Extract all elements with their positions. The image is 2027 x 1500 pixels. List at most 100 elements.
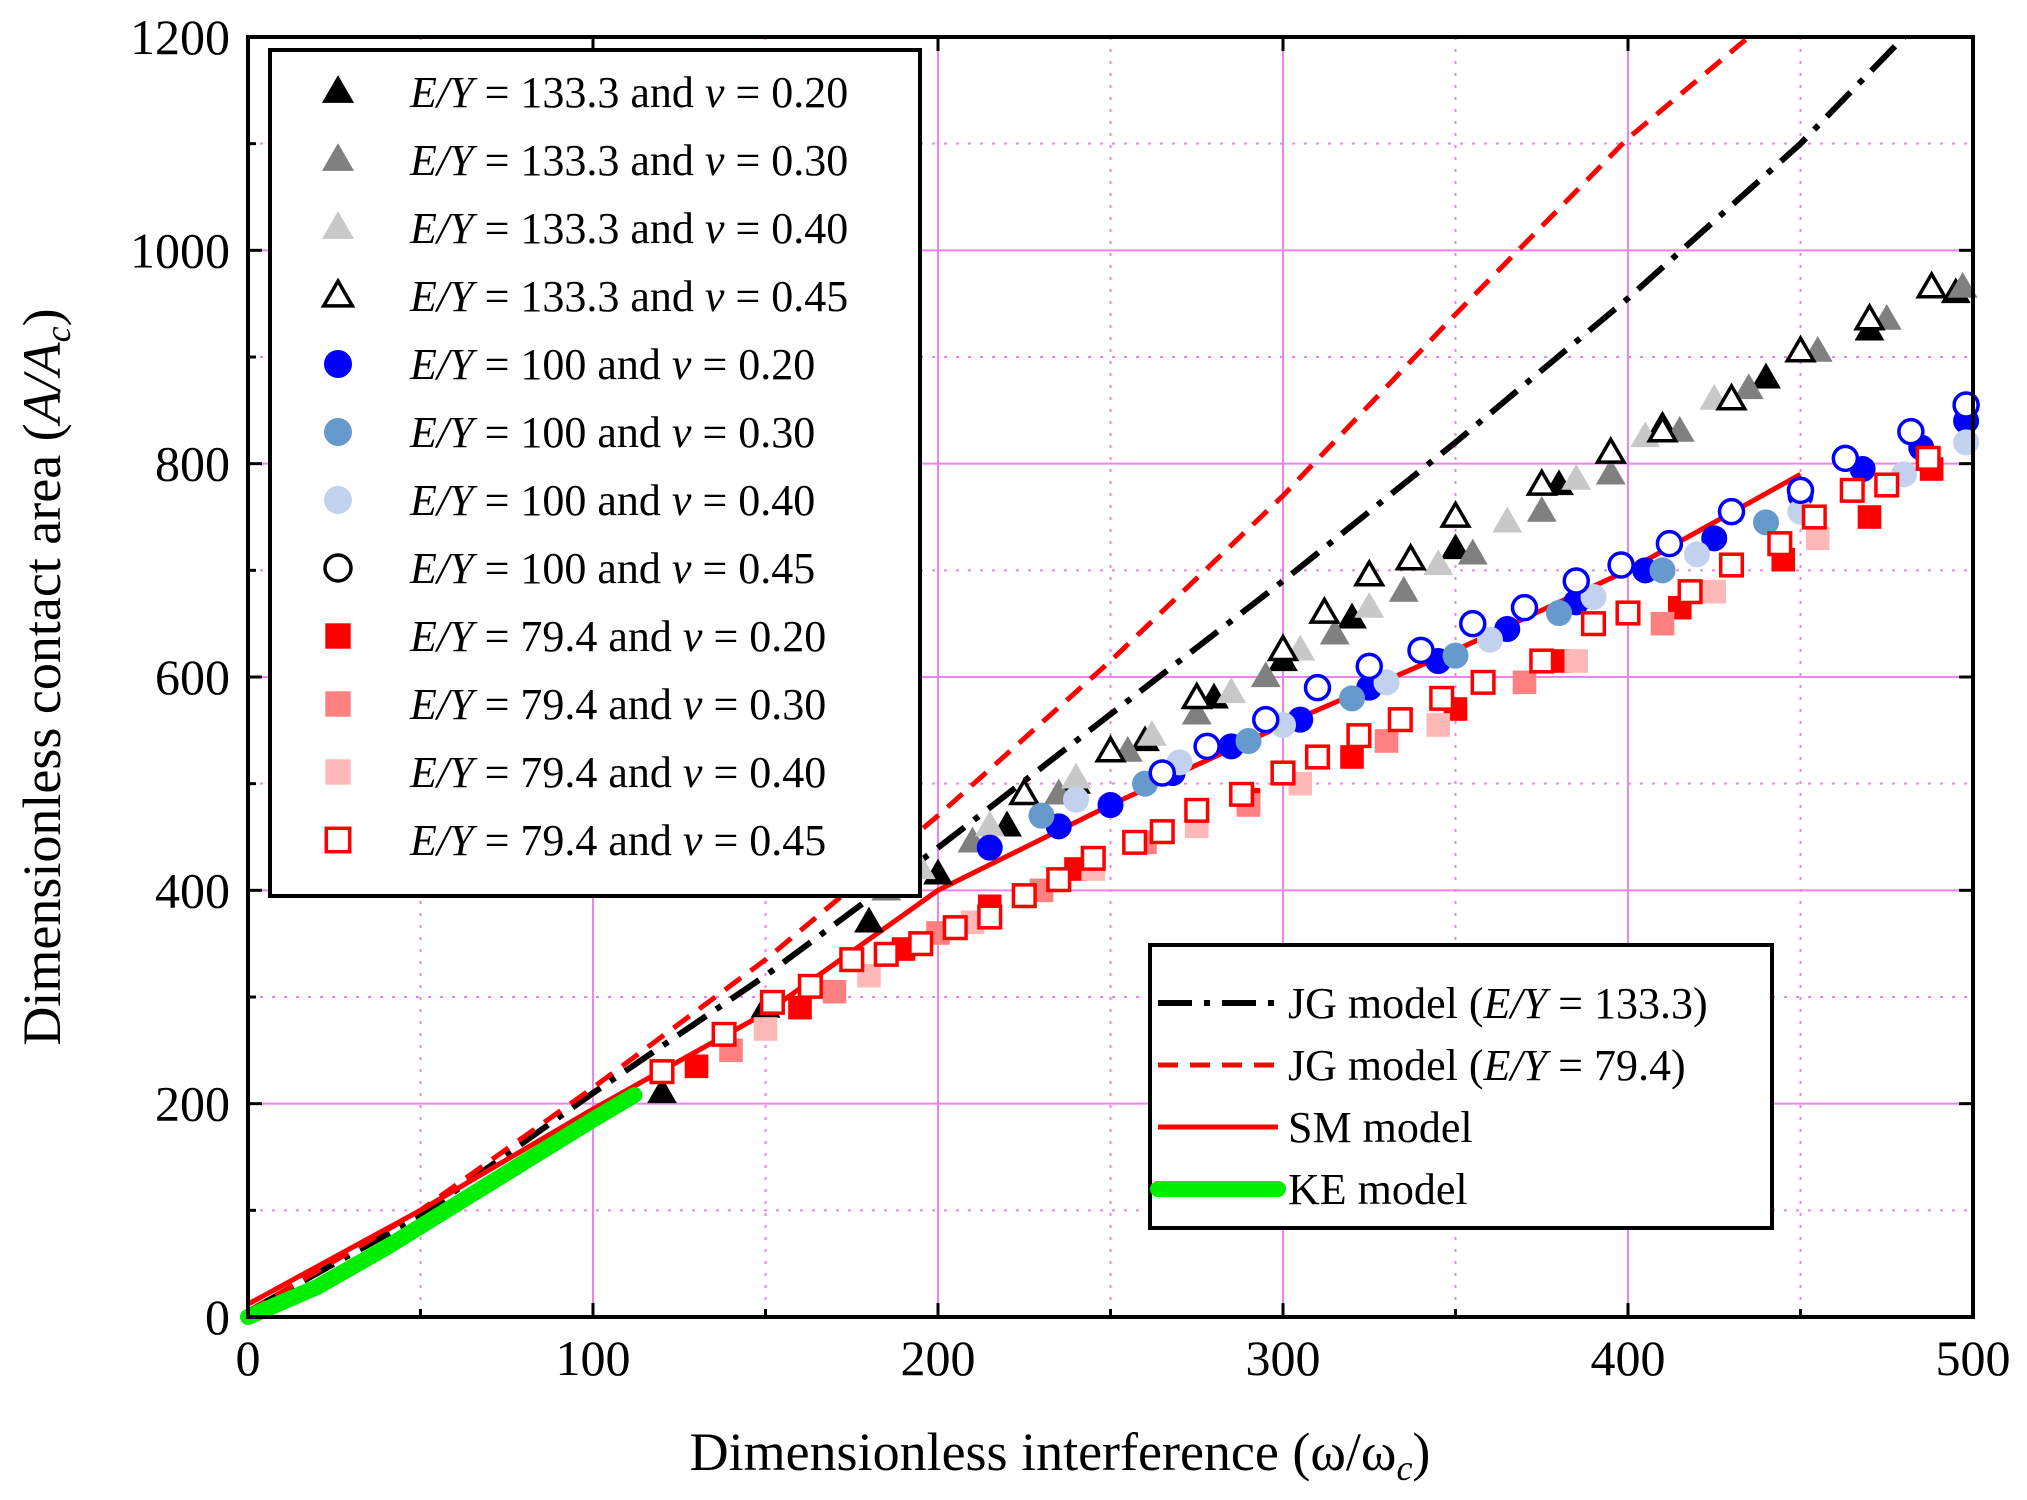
- legend-label-part: E/Y: [409, 340, 478, 389]
- data-point: [1715, 382, 1748, 411]
- legend-label-part: = 100 and: [474, 340, 672, 389]
- data-point: [1857, 505, 1882, 529]
- legend-label-part: = 0.45: [724, 272, 848, 321]
- legend-label-part: E/Y: [409, 748, 478, 797]
- legend-label-part: = 100 and: [474, 476, 672, 525]
- data-point: [1028, 802, 1055, 829]
- data-point: [1753, 509, 1779, 536]
- legend-label-part: E/Y: [409, 476, 478, 525]
- model-curve-3: [240, 1087, 643, 1325]
- data-point: [1650, 611, 1675, 636]
- legend-label-part: = 0.40: [691, 476, 815, 525]
- legend-label: E/Y = 133.3 and ν = 0.40: [409, 204, 848, 253]
- legend-label-part: = 79.4 and: [474, 816, 683, 865]
- data-point: [649, 1059, 675, 1085]
- legend-label-part: ν: [672, 544, 692, 593]
- data-point: [1459, 609, 1487, 638]
- legend-label-part: ν: [705, 68, 725, 117]
- data-point: [1831, 444, 1860, 473]
- data-point: [854, 906, 884, 933]
- data-point: [1355, 652, 1383, 681]
- data-point: [1512, 670, 1537, 695]
- legend-label: E/Y = 133.3 and ν = 0.20: [409, 68, 848, 117]
- legend-label-part: = 79.4 and: [474, 748, 683, 797]
- y-axis-title-close: ): [12, 308, 72, 326]
- legend-marker: [324, 418, 352, 446]
- data-point: [1717, 497, 1746, 526]
- data-point: [1011, 883, 1037, 909]
- model-legend-label: KE model: [1288, 1165, 1468, 1214]
- legend-label-part: ν: [672, 476, 692, 525]
- series-7: [1148, 391, 1980, 787]
- data-point: [1615, 600, 1641, 626]
- x-axis-title-close: ): [1412, 1422, 1430, 1482]
- legend-label-part: ν: [705, 272, 725, 321]
- legend-label: E/Y = 79.4 and ν = 0.40: [409, 748, 826, 797]
- data-point: [1136, 719, 1167, 746]
- data-point: [1853, 302, 1886, 331]
- legend-label-part: E/Y: [409, 136, 478, 185]
- model-curve-0: [246, 34, 1907, 1315]
- legend-marker: [325, 759, 351, 785]
- data-point: [1252, 705, 1280, 734]
- data-point: [1250, 661, 1281, 688]
- legend-label-part: E/Y: [409, 204, 478, 253]
- data-point: [1561, 463, 1592, 490]
- model-legend-box: [1148, 943, 1774, 1230]
- legend-label-part: E/Y: [409, 68, 478, 117]
- legend-label: E/Y = 79.4 and ν = 0.30: [409, 680, 826, 729]
- x-tick-label: 200: [901, 1330, 976, 1386]
- data-point: [1303, 673, 1332, 702]
- data-point: [1319, 618, 1350, 645]
- y-axis-title-var: A/A: [12, 341, 72, 426]
- legend-marker: [324, 826, 352, 854]
- data-point: [1529, 648, 1555, 674]
- axis-ticks: 0 100 200 300 400 500 0 200 400 600 800 1000 1200: [130, 9, 2011, 1386]
- data-point: [788, 995, 812, 1020]
- legend-label-part: E/Y: [409, 680, 478, 729]
- legend-label-part: = 133.3 and: [474, 272, 705, 321]
- data-point: [1594, 435, 1627, 464]
- legend-marker: [320, 277, 356, 308]
- x-tick-label: 300: [1246, 1330, 1321, 1386]
- data-point: [1374, 729, 1399, 753]
- data-point: [1874, 472, 1900, 498]
- legend-marker: [321, 143, 355, 171]
- data-point: [908, 931, 934, 957]
- legend-label: E/Y = 133.3 and ν = 0.30: [409, 136, 848, 185]
- data-point: [1439, 499, 1472, 528]
- model-legend-label: JG model (E/Y = 133.3): [1288, 979, 1708, 1028]
- legend-label-part: = 0.40: [702, 748, 826, 797]
- legend-label-part: = 79.4 and: [474, 612, 683, 661]
- y-tick-label: 1000: [130, 222, 230, 278]
- data-point: [1897, 417, 1925, 446]
- data-point: [1308, 595, 1341, 624]
- model-legend-param: (: [1458, 1041, 1484, 1090]
- legend-marker: [323, 553, 353, 583]
- data-point: [1339, 685, 1365, 712]
- data-point: [711, 1021, 737, 1047]
- legend-marker: [321, 75, 355, 103]
- legend-label-part: = 100 and: [474, 544, 672, 593]
- data-point: [1947, 271, 1978, 298]
- data-point: [976, 834, 1003, 861]
- data-point: [1751, 362, 1781, 389]
- data-point: [1148, 759, 1176, 787]
- model-curves: [240, 34, 1907, 1325]
- model-legend-param: = 79.4): [1547, 1041, 1685, 1090]
- data-point: [1304, 744, 1331, 770]
- data-point: [1353, 558, 1386, 587]
- model-legend-param: E/Y: [1483, 1041, 1552, 1090]
- legend-label: E/Y = 79.4 and ν = 0.20: [409, 612, 826, 661]
- data-point: [1677, 579, 1703, 605]
- data-point: [1442, 642, 1469, 669]
- data-point: [1235, 728, 1262, 754]
- data-point: [1266, 633, 1300, 662]
- legend-label-part: = 0.20: [691, 340, 815, 389]
- y-tick-label: 0: [205, 1289, 230, 1345]
- data-point: [1346, 723, 1372, 749]
- legend-label: E/Y = 100 and ν = 0.45: [409, 544, 815, 593]
- legend-label-part: = 0.30: [702, 680, 826, 729]
- data-point: [1492, 506, 1523, 533]
- legend-label: E/Y = 100 and ν = 0.30: [409, 408, 815, 457]
